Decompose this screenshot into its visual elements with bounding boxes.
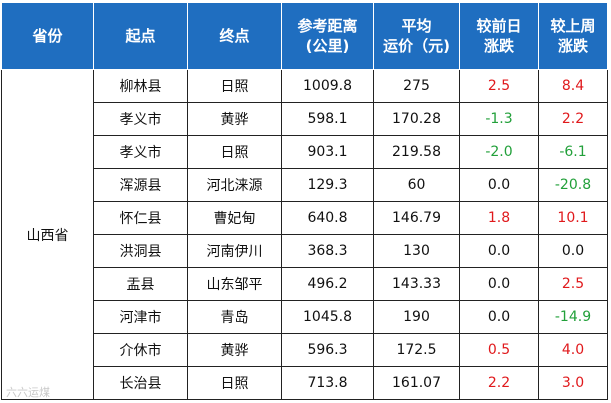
destination-cell: 河北涞源 — [187, 168, 282, 202]
origin-cell: 河津市 — [93, 300, 188, 334]
table-row: 盂县 山东邹平 496.2 143.33 0.0 2.5 — [2, 267, 608, 301]
origin-cell: 浑源县 — [93, 168, 188, 202]
day-change-cell: -1.3 — [459, 102, 539, 136]
header-distance: 参考距离 (公里) — [281, 2, 374, 70]
week-change-cell: -14.9 — [538, 300, 608, 334]
day-change-cell: 0.0 — [459, 234, 539, 268]
header-origin: 起点 — [93, 2, 188, 70]
distance-cell: 598.1 — [281, 102, 374, 136]
avg-price-cell: 146.79 — [373, 201, 460, 235]
day-change-cell: 1.8 — [459, 201, 539, 235]
destination-cell: 青岛 — [187, 300, 282, 334]
destination-cell: 日照 — [187, 366, 282, 400]
distance-cell: 496.2 — [281, 267, 374, 301]
header-avg-price: 平均 运价（元) — [373, 2, 460, 70]
origin-cell: 介休市 — [93, 333, 188, 367]
header-destination: 终点 — [187, 2, 282, 70]
distance-cell: 903.1 — [281, 135, 374, 169]
avg-price-cell: 219.58 — [373, 135, 460, 169]
week-change-cell: -6.1 — [538, 135, 608, 169]
table-row: 洪洞县 河南伊川 368.3 130 0.0 0.0 — [2, 234, 608, 268]
origin-cell: 孝义市 — [93, 102, 188, 136]
origin-cell: 柳林县 — [93, 69, 188, 103]
header-province: 省份 — [1, 2, 94, 70]
table-row: 孝义市 日照 903.1 219.58 -2.0 -6.1 — [2, 135, 608, 169]
week-change-cell: 3.0 — [538, 366, 608, 400]
table-row: 孝义市 黄骅 598.1 170.28 -1.3 2.2 — [2, 102, 608, 136]
distance-cell: 1045.8 — [281, 300, 374, 334]
day-change-cell: 0.0 — [459, 300, 539, 334]
destination-cell: 日照 — [187, 69, 282, 103]
day-change-cell: 0.0 — [459, 267, 539, 301]
destination-cell: 日照 — [187, 135, 282, 169]
destination-cell: 黄骅 — [187, 333, 282, 367]
avg-price-cell: 275 — [373, 69, 460, 103]
destination-cell: 河南伊川 — [187, 234, 282, 268]
destination-cell: 曹妃甸 — [187, 201, 282, 235]
avg-price-cell: 170.28 — [373, 102, 460, 136]
week-change-cell: 4.0 — [538, 333, 608, 367]
avg-price-cell: 130 — [373, 234, 460, 268]
week-change-cell: 8.4 — [538, 69, 608, 103]
destination-cell: 山东邹平 — [187, 267, 282, 301]
distance-cell: 129.3 — [281, 168, 374, 202]
table-row: 山西省 柳林县 日照 1009.8 275 2.5 8.4 — [1, 69, 608, 400]
destination-cell: 黄骅 — [187, 102, 282, 136]
avg-price-cell: 143.33 — [373, 267, 460, 301]
week-change-cell: -20.8 — [538, 168, 608, 202]
origin-cell: 孝义市 — [93, 135, 188, 169]
distance-cell: 640.8 — [281, 201, 374, 235]
table-row: 浑源县 河北涞源 129.3 60 0.0 -20.8 — [2, 168, 608, 202]
province-cell: 山西省 — [1, 69, 94, 400]
avg-price-cell: 172.5 — [373, 333, 460, 367]
avg-price-cell: 190 — [373, 300, 460, 334]
header-day-change: 较前日 涨跌 — [459, 2, 539, 70]
distance-cell: 713.8 — [281, 366, 374, 400]
distance-cell: 1009.8 — [281, 69, 374, 103]
origin-cell: 怀仁县 — [93, 201, 188, 235]
origin-cell: 盂县 — [93, 267, 188, 301]
header-row: 省份 起点 终点 参考距离 (公里) 平均 运价（元) 较前日 涨跌 较上周 涨… — [1, 2, 608, 70]
table-row: 长治县 日照 713.8 161.07 2.2 3.0 — [2, 366, 608, 400]
origin-cell: 长治县 — [93, 366, 188, 400]
avg-price-cell: 161.07 — [373, 366, 460, 400]
week-change-cell: 0.0 — [538, 234, 608, 268]
watermark: 六六运煤 — [6, 386, 50, 399]
week-change-cell: 10.1 — [538, 201, 608, 235]
table-row: 介休市 黄骅 596.3 172.5 0.5 4.0 — [2, 333, 608, 367]
day-change-cell: -2.0 — [459, 135, 539, 169]
week-change-cell: 2.2 — [538, 102, 608, 136]
day-change-cell: 2.2 — [459, 366, 539, 400]
day-change-cell: 0.0 — [459, 168, 539, 202]
distance-cell: 368.3 — [281, 234, 374, 268]
day-change-cell: 2.5 — [459, 69, 539, 103]
distance-cell: 596.3 — [281, 333, 374, 367]
header-week-change: 较上周 涨跌 — [538, 2, 608, 70]
day-change-cell: 0.5 — [459, 333, 539, 367]
table-row: 怀仁县 曹妃甸 640.8 146.79 1.8 10.1 — [2, 201, 608, 235]
avg-price-cell: 60 — [373, 168, 460, 202]
origin-cell: 洪洞县 — [93, 234, 188, 268]
week-change-cell: 2.5 — [538, 267, 608, 301]
